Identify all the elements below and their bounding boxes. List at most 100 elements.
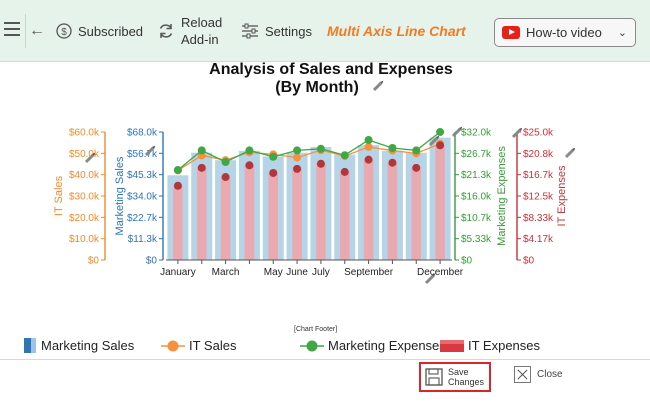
it-expenses-point xyxy=(197,163,206,172)
axis-tick-label: $56.7k xyxy=(127,149,158,160)
axis-title: Marketing Sales xyxy=(114,156,126,235)
x-tick-label: June xyxy=(286,267,308,278)
bar-swatch-icon xyxy=(24,338,36,353)
bar-it-expenses xyxy=(435,145,445,260)
axis-tick-label: $40.0k xyxy=(69,170,100,181)
it-expenses-point xyxy=(364,155,373,164)
axis-tick-label: $20.0k xyxy=(69,213,100,224)
legend-it-expenses[interactable]: IT Expenses xyxy=(440,338,540,353)
axis-tick-label: $60.0k xyxy=(69,128,100,139)
marketing-expenses-point xyxy=(316,144,325,153)
axis-tick-label: $22.7k xyxy=(127,213,158,224)
subscribed-button[interactable]: $ Subscribed xyxy=(56,23,143,39)
axis-tick-label: $5.33k xyxy=(461,234,492,245)
legend-marketing-expenses[interactable]: Marketing Expenses xyxy=(300,338,446,353)
it-expenses-point xyxy=(340,167,349,176)
legend-label: IT Sales xyxy=(189,338,237,353)
pencil-body xyxy=(424,274,435,285)
axis-tick-label: $25.0k xyxy=(523,128,554,139)
settings-button[interactable]: Settings xyxy=(241,23,312,39)
howto-video-dropdown[interactable]: How-to video ⌄ xyxy=(494,18,636,47)
axis-title: IT Expenses xyxy=(556,165,568,226)
menu-icon[interactable] xyxy=(4,22,20,36)
settings-label: Settings xyxy=(265,23,312,39)
reload-addin-button[interactable]: Reload Add-in xyxy=(157,14,222,48)
reload-label: Reload xyxy=(181,15,223,30)
close-icon xyxy=(514,366,531,383)
axis-tick-label: $32.0k xyxy=(461,128,492,139)
axis-tick-label: $4.17k xyxy=(523,234,554,245)
axis-tick-label: $45.3k xyxy=(127,170,158,181)
marketing-expenses-point xyxy=(221,158,230,166)
legend-label: Marketing Expenses xyxy=(328,338,446,353)
marketing-expenses-point xyxy=(293,146,302,155)
axis-title: Marketing Expenses xyxy=(496,146,508,246)
axis-title: IT Sales xyxy=(53,175,65,216)
pencil-body xyxy=(428,136,439,147)
x-tick-label: September xyxy=(344,267,394,278)
pencil-body xyxy=(511,128,522,139)
legend-label: Marketing Sales xyxy=(41,338,135,353)
pencil-body xyxy=(372,81,383,92)
back-arrow-icon[interactable]: ← xyxy=(29,22,45,39)
pencil-body xyxy=(84,153,95,164)
marketing-expenses-point xyxy=(364,136,373,144)
bar-swatch-icon xyxy=(440,339,464,352)
it-expenses-point xyxy=(412,163,421,172)
bottom-divider xyxy=(0,359,650,360)
it-sales-point xyxy=(364,142,373,151)
axis-tick-label: $68.0k xyxy=(127,128,158,139)
it-expenses-point xyxy=(221,173,230,182)
bar-it-expenses xyxy=(173,185,183,260)
bar-it-expenses xyxy=(411,167,422,260)
save-label: Save xyxy=(448,367,469,377)
pencil-body xyxy=(451,127,462,138)
svg-text:$: $ xyxy=(61,27,67,38)
toolbar-divider xyxy=(25,14,26,48)
bar-it-expenses xyxy=(316,163,326,260)
bar-it-expenses xyxy=(363,159,374,260)
marketing-expenses-point xyxy=(245,146,254,155)
it-expenses-point xyxy=(316,159,325,168)
axis-tick-label: $20.8k xyxy=(523,149,554,160)
axis-tick-label: $0 xyxy=(146,256,158,267)
it-sales-point xyxy=(293,153,302,162)
marketing-expenses-point xyxy=(197,146,206,155)
edit-pencil-icon[interactable] xyxy=(564,147,576,159)
bar-it-expenses xyxy=(244,165,255,260)
x-tick-label: May xyxy=(264,267,283,278)
save-changes-button[interactable]: Save Changes xyxy=(419,362,491,392)
youtube-icon xyxy=(502,26,520,39)
axis-tick-label: $30.0k xyxy=(69,192,100,203)
edit-pencil-icon[interactable] xyxy=(372,80,384,92)
bar-it-expenses xyxy=(339,171,350,260)
bar-it-expenses xyxy=(292,168,302,260)
save-disk-icon xyxy=(425,368,443,386)
chart-footer: [Chart Footer] xyxy=(294,326,338,333)
howto-label: How-to video xyxy=(526,25,602,40)
marketing-expenses-point xyxy=(269,152,278,161)
it-expenses-point xyxy=(388,158,397,167)
axis-tick-label: $11.3k xyxy=(128,234,158,245)
legend-it-sales[interactable]: IT Sales xyxy=(161,338,236,353)
axis-tick-label: $50.0k xyxy=(69,149,100,160)
bar-it-expenses xyxy=(196,167,207,260)
sliders-icon xyxy=(242,23,258,39)
close-button[interactable]: Close xyxy=(514,366,563,383)
edit-pencil-icon[interactable] xyxy=(424,273,436,285)
bar-it-expenses xyxy=(220,177,231,260)
bar-it-expenses xyxy=(387,162,398,260)
axis-tick-label: $10.0k xyxy=(69,234,100,245)
pencil-body xyxy=(144,146,155,157)
it-expenses-point xyxy=(173,181,182,190)
marketing-expenses-point xyxy=(436,128,445,136)
x-tick-label: March xyxy=(212,267,240,278)
axis-tick-label: $0 xyxy=(523,256,535,267)
axis-tick-label: $0 xyxy=(88,256,100,267)
legend-marketing-sales[interactable]: Marketing Sales xyxy=(24,338,134,353)
changes-label: Changes xyxy=(448,377,485,387)
axis-tick-label: $26.7k xyxy=(461,149,492,160)
brand-title: Multi Axis Line Chart xyxy=(327,23,466,39)
marketing-expenses-point xyxy=(412,146,421,155)
axis-tick-label: $34.0k xyxy=(127,192,158,203)
